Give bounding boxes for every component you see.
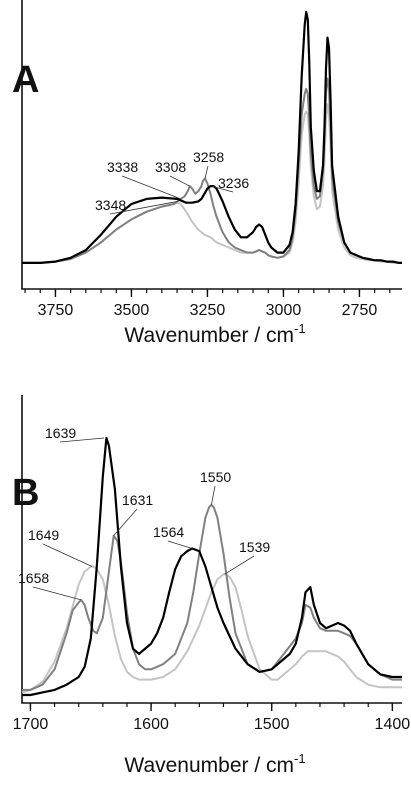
annotation-leader [204,165,209,179]
axis-frame [21,395,402,704]
annotation-leader [167,540,193,549]
annotation-leader [113,508,138,536]
x-axis-title: Wavenumber / cm-1 [124,321,305,347]
x-tick-label: 3500 [114,302,150,319]
peak-label: 3338 [107,159,138,175]
annotation-leader [121,175,181,200]
series-line [22,503,402,691]
peak-label: 1649 [28,527,59,543]
x-tick-label: 3000 [266,302,302,319]
panel-label: A [12,59,39,101]
series-line [22,77,402,264]
peak-label: 1631 [122,492,153,508]
x-axis-title: Wavenumber / cm-1 [124,751,305,777]
peak-label: 1564 [153,524,184,540]
annotation-leader [224,555,255,575]
x-tick-label: 2750 [342,302,378,319]
x-tick-label: 1400 [375,716,411,733]
axis-frame [21,0,402,290]
annotation-leader [42,543,93,567]
panel-a: 3750 3500 3250 3000 2750 Wavenumber / cm-1 A 33… [12,0,402,347]
peak-label: 3258 [193,149,224,165]
x-tick-label: 3250 [190,302,226,319]
peak-label: 1539 [239,539,270,555]
x-tick-label: 1500 [254,716,290,733]
annotation-leader [59,437,105,443]
annotation-leader [32,586,82,601]
series-line [22,10,402,264]
peak-label: 3308 [155,159,186,175]
annotation-leader [211,185,234,193]
x-tick-label: 1600 [133,716,169,733]
peak-label: 3236 [218,175,249,191]
x-tick-label: 3750 [38,302,74,319]
series-line [22,103,402,264]
annotation-leader [211,485,216,505]
annotation-leader [109,201,178,215]
panel-label: B [12,472,39,514]
panel-b: 1700 1600 1500 1400 Wavenumber / cm-1 B 1658 16… [12,395,410,777]
annotation-leader [169,175,190,187]
x-tick-label: 1700 [13,716,49,733]
peak-label: 1550 [200,469,231,485]
peak-label: 3348 [95,197,126,213]
series-line [22,436,402,697]
peak-label: 1658 [18,570,49,586]
peak-label: 1639 [45,425,76,441]
